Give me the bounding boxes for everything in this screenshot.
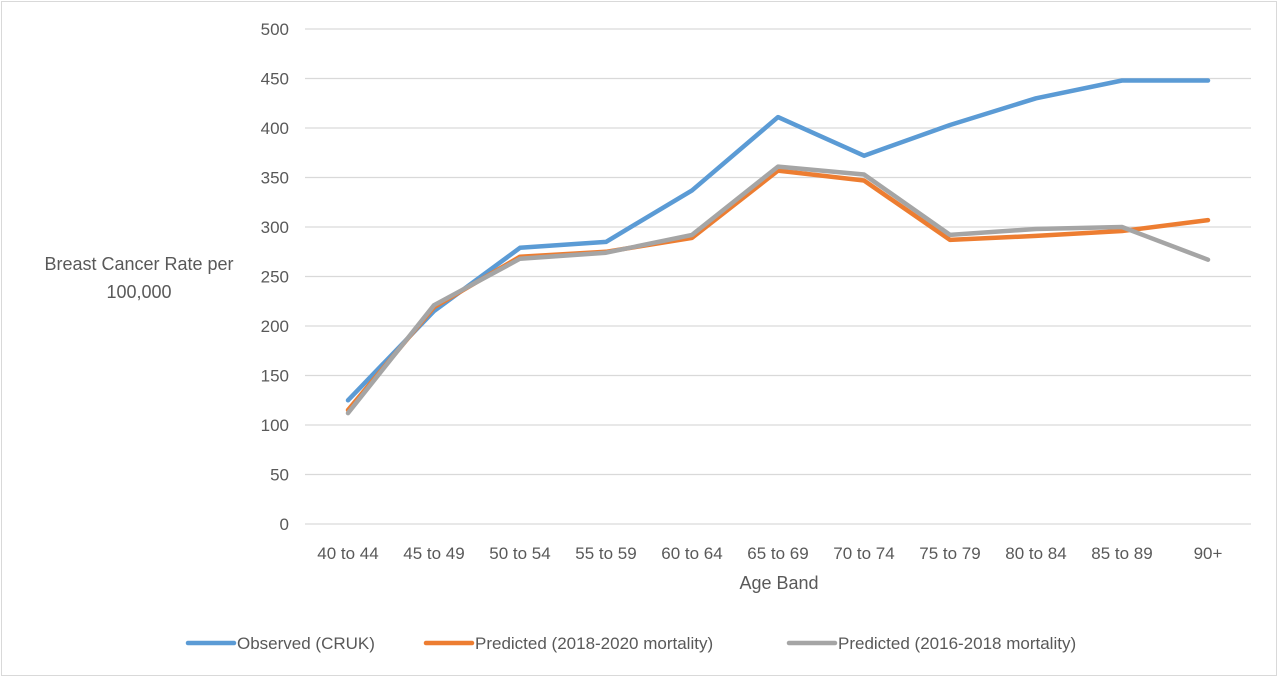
x-tick-label: 50 to 54 bbox=[489, 544, 550, 563]
x-tick-label: 70 to 74 bbox=[833, 544, 894, 563]
y-axis-tick-labels: 0 50 100 150 200 250 300 350 400 450 500 bbox=[261, 20, 289, 534]
legend: Observed (CRUK) Predicted (2018-2020 mort… bbox=[185, 634, 1076, 653]
y-tick-label: 350 bbox=[261, 169, 289, 188]
x-tick-label: 80 to 84 bbox=[1005, 544, 1066, 563]
y-tick-label: 500 bbox=[261, 20, 289, 39]
x-tick-label: 40 to 44 bbox=[317, 544, 378, 563]
y-tick-label: 100 bbox=[261, 416, 289, 435]
y-tick-label: 250 bbox=[261, 268, 289, 287]
x-tick-label: 90+ bbox=[1194, 544, 1223, 563]
y-axis-title-line-2: 100,000 bbox=[106, 282, 171, 302]
y-tick-label: 450 bbox=[261, 70, 289, 89]
gridlines bbox=[305, 28, 1251, 525]
x-tick-label: 60 to 64 bbox=[661, 544, 722, 563]
x-tick-label: 55 to 59 bbox=[575, 544, 636, 563]
series-line-3 bbox=[345, 164, 1211, 416]
y-tick-label: 150 bbox=[261, 367, 289, 386]
y-tick-label: 50 bbox=[270, 466, 289, 485]
series-line-1 bbox=[345, 78, 1211, 403]
legend-label: Predicted (2016-2018 mortality) bbox=[838, 634, 1076, 653]
series-lines bbox=[345, 78, 1211, 416]
legend-item-2: Predicted (2018-2020 mortality) bbox=[423, 634, 713, 653]
legend-label: Observed (CRUK) bbox=[237, 634, 375, 653]
legend-label: Predicted (2018-2020 mortality) bbox=[475, 634, 713, 653]
x-tick-label: 45 to 49 bbox=[403, 544, 464, 563]
y-tick-label: 0 bbox=[280, 515, 289, 534]
x-tick-label: 75 to 79 bbox=[919, 544, 980, 563]
y-axis-title-line-1: Breast Cancer Rate per bbox=[44, 254, 233, 274]
series-line-2 bbox=[345, 168, 1211, 413]
y-tick-label: 400 bbox=[261, 119, 289, 138]
x-axis-tick-labels: 40 to 44 45 to 49 50 to 54 55 to 59 60 to 64… bbox=[317, 544, 1222, 563]
y-tick-label: 300 bbox=[261, 218, 289, 237]
x-tick-label: 85 to 89 bbox=[1091, 544, 1152, 563]
x-tick-label: 65 to 69 bbox=[747, 544, 808, 563]
legend-item-1: Observed (CRUK) bbox=[185, 634, 375, 653]
x-axis-title: Age Band bbox=[739, 573, 818, 593]
legend-item-3: Predicted (2016-2018 mortality) bbox=[786, 634, 1076, 653]
y-tick-label: 200 bbox=[261, 317, 289, 336]
